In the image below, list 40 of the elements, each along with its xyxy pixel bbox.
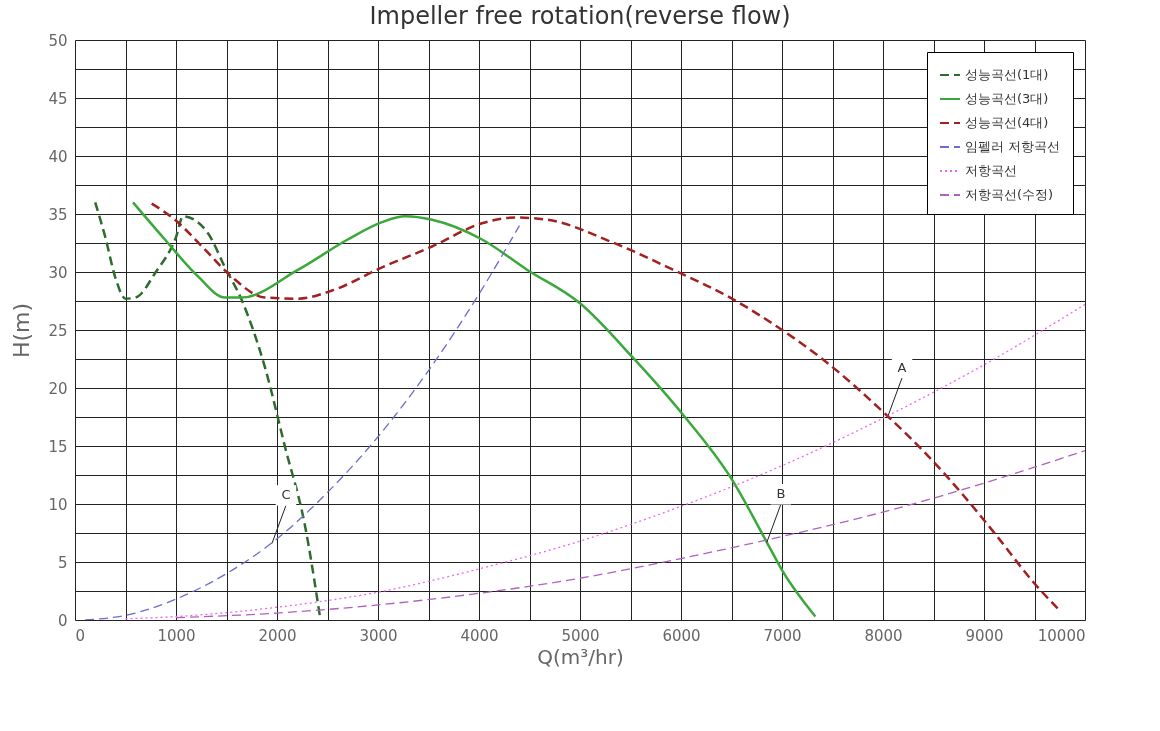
x-tick-label: 6000 (662, 626, 701, 645)
legend-label: 저항곡선 (965, 163, 1017, 178)
y-tick-label: 50 (48, 31, 68, 50)
x-tick-label: 2000 (258, 626, 297, 645)
y-tick-label: 35 (48, 205, 68, 224)
annotation: B (776, 486, 786, 502)
x-tick-label: 10000 (1037, 626, 1086, 645)
y-tick-label: 0 (57, 611, 68, 630)
y-tick-label: 10 (48, 495, 68, 514)
line-series (131, 201, 817, 618)
line-series (175, 449, 1085, 619)
chart-title: Impeller free rotation(reverse flow) (369, 2, 791, 30)
y-tick-label: 20 (48, 379, 68, 398)
annotation: C (281, 487, 291, 503)
y-tick-label: 45 (48, 89, 68, 108)
line-series (93, 201, 322, 618)
x-tick-label: 1000 (157, 626, 196, 645)
line-series (84, 224, 521, 620)
x-tick-label: 0 (75, 626, 86, 645)
x-tick-label: 3000 (359, 626, 398, 645)
legend-label: 성능곡선(1대) (965, 67, 1049, 82)
y-axis-title: H(m) (9, 302, 35, 359)
line-series (124, 303, 1085, 620)
legend-label: 임펠러 저항곡선 (965, 139, 1061, 154)
annotation: A (897, 359, 907, 375)
y-tick-label: 40 (48, 147, 68, 166)
x-tick-label: 7000 (763, 626, 802, 645)
y-tick-label: 30 (48, 263, 68, 282)
legend-label: 성능곡선(4대) (965, 115, 1049, 130)
y-tick-label: 15 (48, 437, 68, 456)
y-tick-label: 25 (48, 321, 68, 340)
line-series (150, 202, 1060, 611)
x-tick-label: 9000 (965, 626, 1004, 645)
x-tick-label: 8000 (864, 626, 903, 645)
legend-label: 저항곡선(수정) (965, 187, 1054, 202)
y-tick-label: 5 (57, 553, 68, 572)
legend-label: 성능곡선(3대) (965, 91, 1049, 106)
x-tick-label: 4000 (460, 626, 499, 645)
x-tick-label: 5000 (561, 626, 600, 645)
x-axis-title: Q(m³/hr) (537, 644, 624, 669)
